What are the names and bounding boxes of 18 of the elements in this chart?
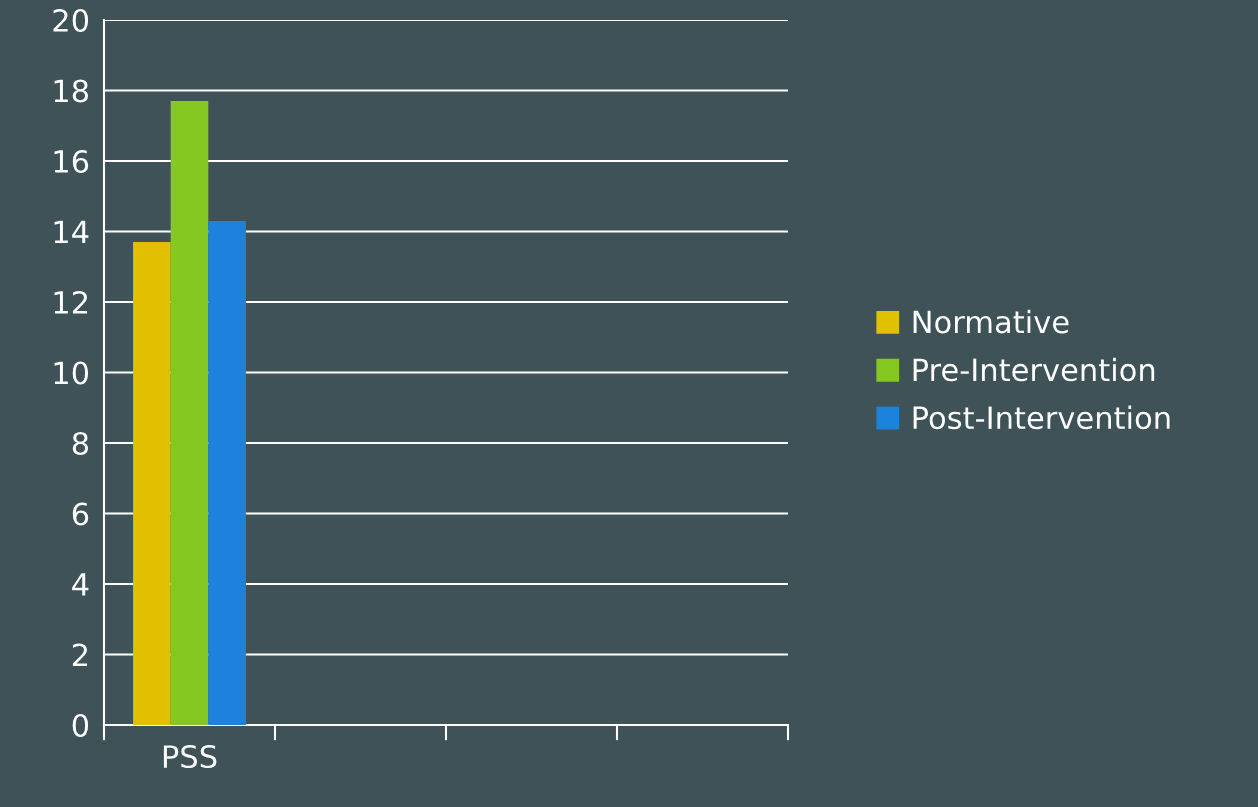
y-tick-label: 10	[54, 361, 89, 385]
y-tick-label: 0	[72, 713, 89, 738]
y-tick-label: 14	[54, 220, 89, 244]
y-tick-label: 6	[72, 502, 89, 526]
bar	[170, 101, 209, 725]
y-tick-label: 2	[72, 643, 88, 667]
y-tick-label: 16	[54, 149, 89, 174]
x-tick-label: PSS	[163, 744, 217, 769]
y-tick-label: 12	[54, 290, 88, 314]
bar	[208, 220, 246, 725]
y-tick-label: 20	[53, 8, 89, 33]
y-tick-label: 4	[72, 573, 89, 596]
y-tick-label: 18	[54, 79, 89, 103]
legend-label: Pre-Intervention	[913, 357, 1155, 382]
legend-label: Normative	[913, 309, 1069, 334]
legend-label: Post-Intervention	[913, 405, 1170, 430]
bar	[133, 242, 171, 725]
y-tick-label: 8	[72, 431, 89, 456]
